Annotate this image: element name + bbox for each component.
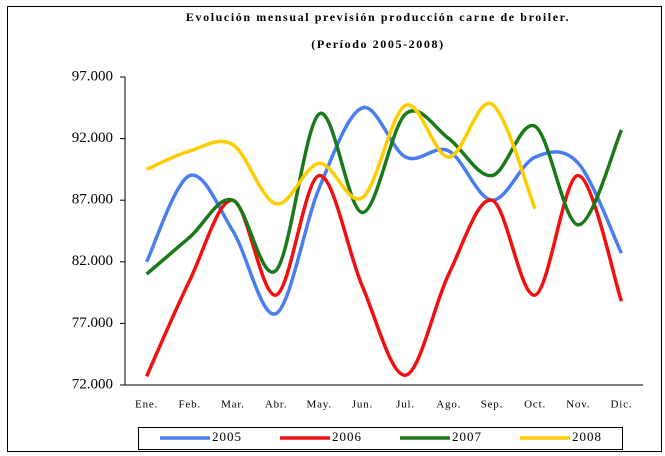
legend-label: 2005 — [212, 429, 242, 444]
y-tick-label: 77.000 — [72, 315, 113, 331]
chart-subtitle: (Período 2005-2008) — [311, 37, 444, 51]
legend — [138, 427, 623, 450]
series-line — [145, 101, 537, 210]
x-tick-label: Nov. — [566, 399, 590, 411]
chart-title: Evolución mensual previsión producción c… — [186, 10, 570, 24]
x-tick-label: Jun. — [352, 399, 373, 411]
x-tick-label: May. — [307, 399, 332, 411]
series-line — [145, 109, 624, 276]
legend-label: 2007 — [452, 429, 482, 444]
x-tick-label: Jul. — [396, 399, 415, 411]
y-tick-label: 82.000 — [72, 253, 113, 269]
x-tick-label: Oct. — [524, 399, 546, 411]
y-tick-label: 87.000 — [72, 192, 113, 208]
x-tick-label: Feb. — [179, 399, 201, 411]
chart-frame — [7, 6, 662, 452]
y-tick-label: 92.000 — [72, 130, 113, 146]
legend-label: 2008 — [572, 429, 602, 444]
x-tick-label: Ago. — [436, 399, 461, 411]
x-tick-label: Ene. — [135, 399, 158, 411]
x-tick-label: Mar. — [221, 399, 245, 411]
x-tick-label: Dic. — [610, 399, 632, 411]
x-tick-label: Sep. — [481, 399, 503, 411]
legend-label: 2006 — [332, 429, 362, 444]
y-tick-label: 72.000 — [72, 376, 113, 392]
y-tick-label: 97.000 — [72, 68, 113, 84]
series-line — [145, 106, 623, 316]
x-tick-label: Abr. — [265, 399, 287, 411]
